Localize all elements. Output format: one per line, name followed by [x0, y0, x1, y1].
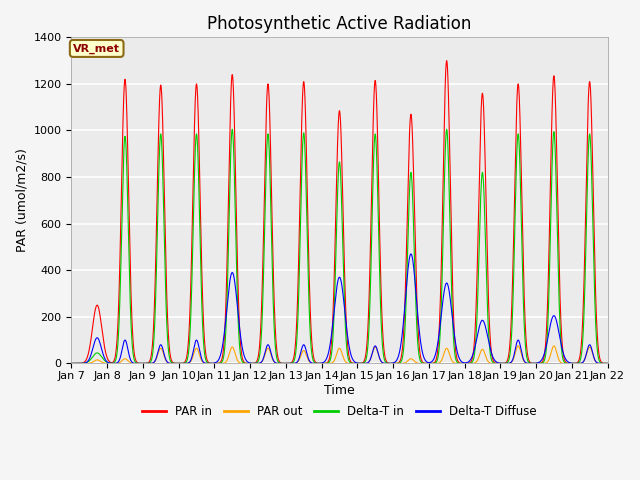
Delta-T in	[68, 360, 76, 366]
PAR out	[321, 360, 329, 366]
Line: PAR out: PAR out	[72, 346, 607, 363]
PAR in	[581, 238, 589, 244]
X-axis label: Time: Time	[324, 384, 355, 397]
PAR in	[575, 359, 582, 364]
Y-axis label: PAR (umol/m2/s): PAR (umol/m2/s)	[15, 148, 28, 252]
Delta-T in	[228, 126, 236, 132]
PAR in	[250, 360, 257, 366]
PAR in	[460, 360, 467, 366]
Delta-T Diffuse	[407, 251, 415, 257]
PAR out	[474, 355, 482, 361]
PAR in	[321, 360, 329, 366]
Delta-T in	[581, 279, 589, 285]
PAR out	[550, 343, 557, 349]
PAR in	[604, 360, 611, 366]
Delta-T in	[321, 360, 329, 366]
Line: Delta-T Diffuse: Delta-T Diffuse	[72, 254, 607, 363]
Delta-T in	[460, 360, 467, 366]
Title: Photosynthetic Active Radiation: Photosynthetic Active Radiation	[207, 15, 472, 33]
Delta-T Diffuse	[68, 360, 76, 366]
PAR out	[68, 360, 76, 366]
PAR out	[604, 360, 611, 366]
PAR in	[68, 360, 76, 366]
Delta-T Diffuse	[460, 360, 467, 366]
Delta-T Diffuse	[575, 360, 582, 366]
PAR out	[460, 360, 467, 366]
Delta-T Diffuse	[250, 360, 257, 366]
PAR out	[250, 360, 257, 366]
Line: Delta-T in: Delta-T in	[72, 129, 607, 363]
PAR out	[575, 360, 582, 366]
Delta-T in	[475, 271, 483, 277]
Delta-T Diffuse	[475, 328, 483, 334]
Text: VR_met: VR_met	[73, 43, 120, 54]
Delta-T Diffuse	[581, 356, 589, 361]
PAR in	[443, 58, 451, 63]
Delta-T in	[575, 360, 582, 366]
PAR in	[475, 215, 483, 220]
Delta-T Diffuse	[321, 358, 329, 364]
Delta-T in	[250, 360, 257, 366]
Delta-T in	[604, 360, 611, 366]
Delta-T Diffuse	[604, 360, 611, 366]
Legend: PAR in, PAR out, Delta-T in, Delta-T Diffuse: PAR in, PAR out, Delta-T in, Delta-T Dif…	[138, 400, 541, 423]
Line: PAR in: PAR in	[72, 60, 607, 363]
PAR out	[581, 356, 589, 362]
